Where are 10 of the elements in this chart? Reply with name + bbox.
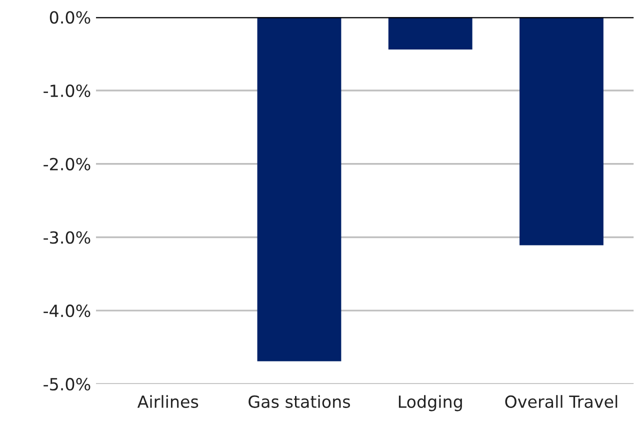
y-tick-label: -2.0% <box>44 158 90 170</box>
y-tick-label: -5.0% <box>44 378 90 391</box>
y-tick-label: -1.0% <box>44 84 90 98</box>
y-tick-label: -3.0% <box>44 231 90 244</box>
x-tick-label: Overall Travel <box>505 395 618 408</box>
y-tick-label: 0.0% <box>50 11 90 24</box>
x-tick-label: Lodging <box>398 395 462 412</box>
x-tick-label: Airlines <box>137 395 198 408</box>
x-tick-label: Gas stations <box>248 395 350 408</box>
y-tick-label: -4.0% <box>44 304 90 318</box>
